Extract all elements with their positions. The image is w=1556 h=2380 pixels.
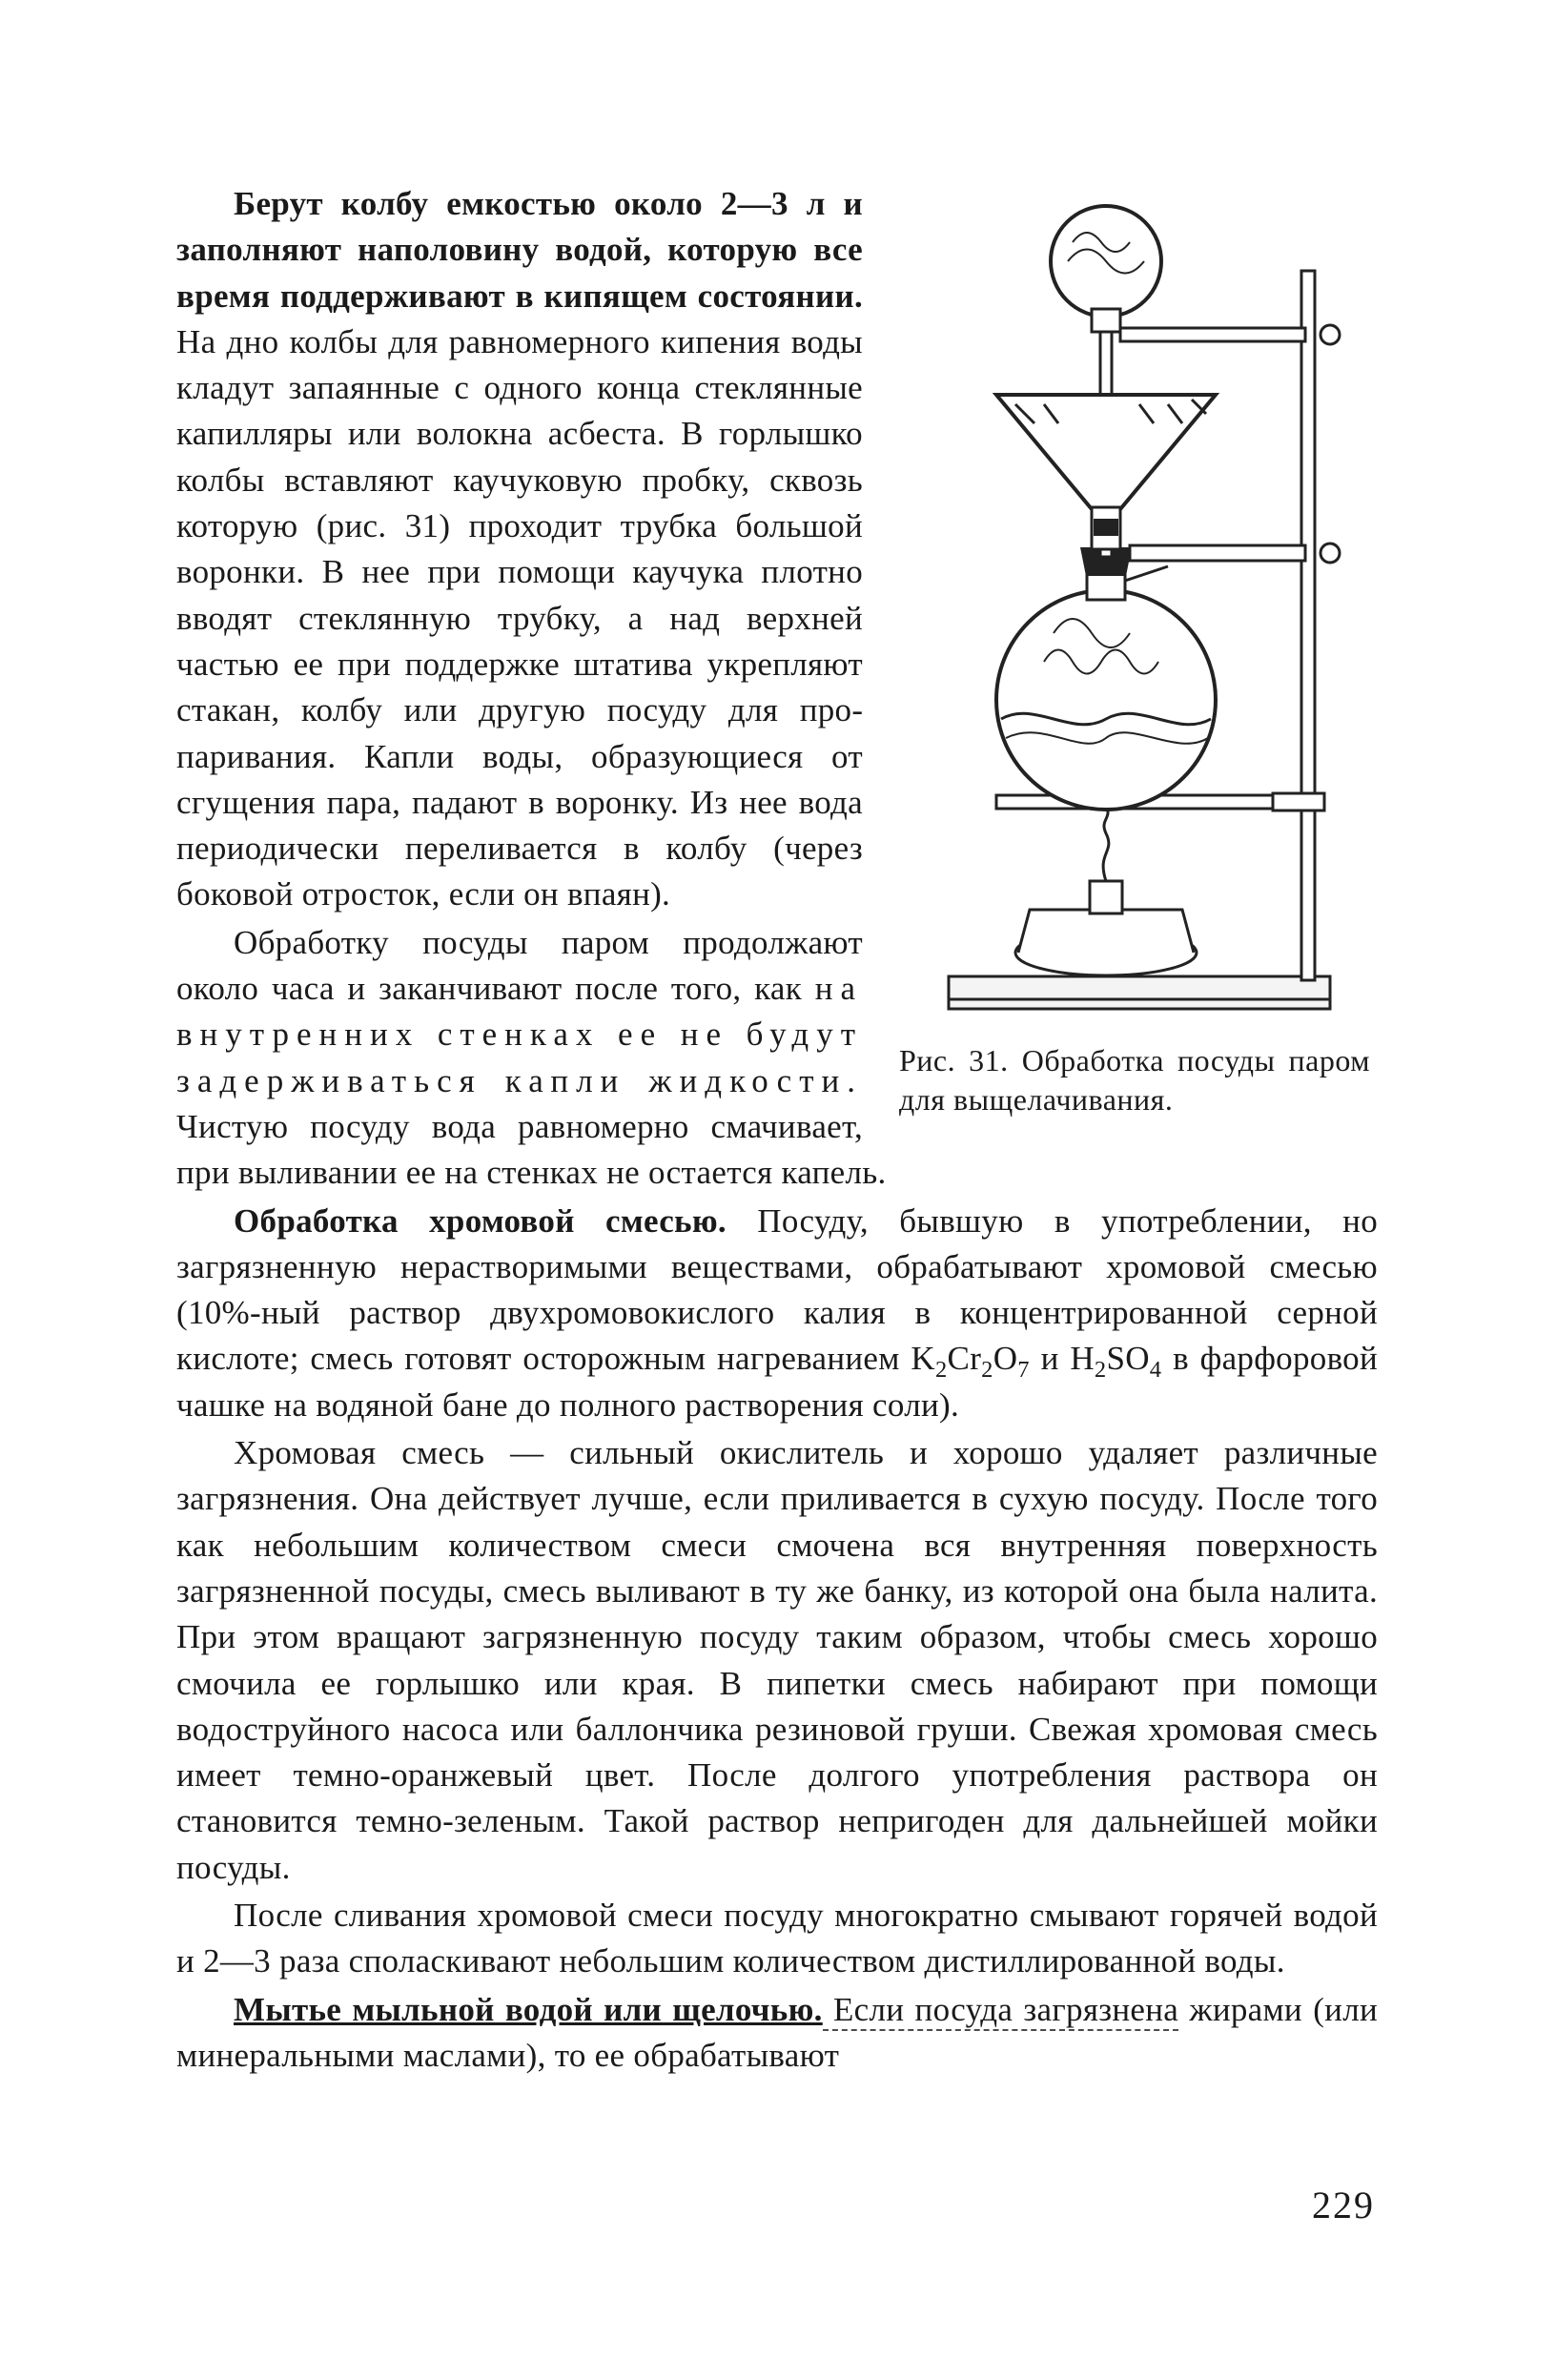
f1b: 2	[935, 1357, 948, 1383]
p2-b: Чистую посуду вода равномерно смачивает,…	[176, 1108, 887, 1191]
f1d: 2	[981, 1357, 993, 1383]
p6-dash: Если посуда загрязнена	[823, 1991, 1178, 2031]
p3-lead: Обработка хромовой смесью.	[234, 1202, 727, 1240]
page-number: 229	[1312, 2183, 1375, 2227]
figure-31: Рис. 31. Обработка по­суды паром для выщ…	[891, 185, 1378, 1119]
f2d: 4	[1150, 1357, 1162, 1383]
paragraph-6: Мытье мыльной водой или щелочью. Если по…	[176, 1987, 1378, 2080]
f1c: Cr	[948, 1340, 982, 1377]
f2c: SO	[1106, 1340, 1149, 1377]
paragraph-5: После сливания хромовой смеси посуду мно…	[176, 1893, 1378, 1985]
p6-lead: Мытье мыльной водой или щелочью.	[234, 1991, 823, 2028]
paragraph-4: Хромовая смесь — сильный окислитель и хо…	[176, 1430, 1378, 1891]
f2a: H	[1070, 1340, 1095, 1377]
figure-illustration	[891, 185, 1378, 1024]
page-body: Рис. 31. Обработка по­суды паром для выщ…	[176, 181, 1378, 2081]
p1-lead: Берут колбу емкостью около 2—3 л и запол…	[176, 185, 863, 315]
paragraph-3: Обработка хромовой смесью. Посуду, бывшу…	[176, 1199, 1378, 1428]
f1f: 7	[1017, 1357, 1030, 1383]
f2b: 2	[1095, 1357, 1107, 1383]
figure-caption: Рис. 31. Обработка по­суды паром для выщ…	[891, 1024, 1378, 1119]
p1-rest: На дно колбы для равномерного кипения во…	[176, 323, 863, 913]
p3-and: и	[1030, 1340, 1070, 1377]
f1e: O	[993, 1340, 1018, 1377]
p2-a: Обработку посуды паром продолжают около …	[176, 924, 863, 1007]
f1a: K	[911, 1340, 935, 1377]
